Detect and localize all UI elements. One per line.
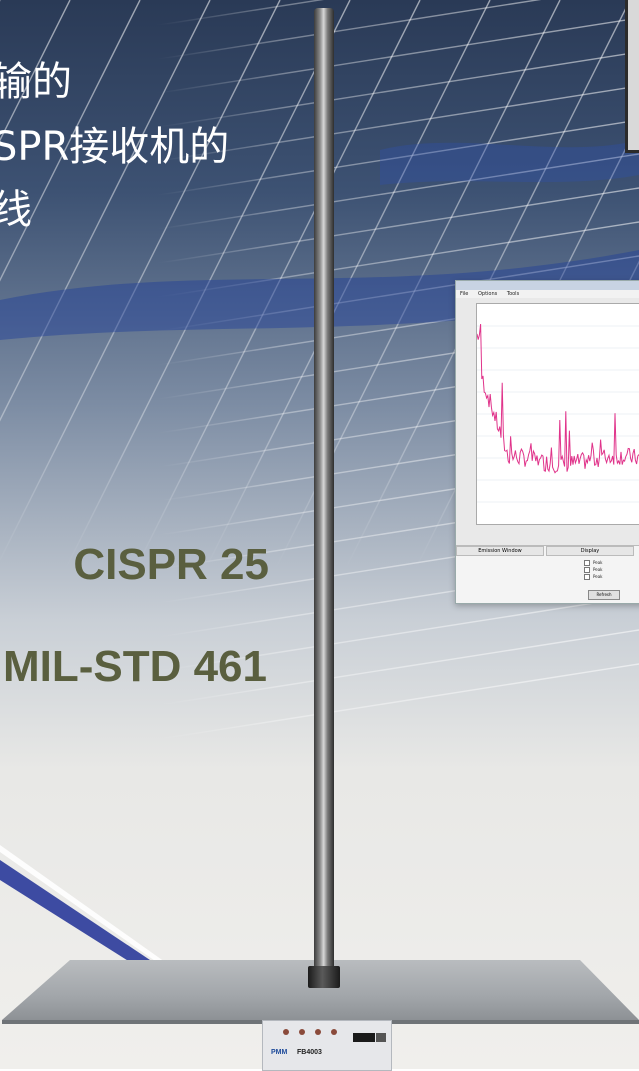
emission-trace	[476, 323, 639, 474]
tab-display[interactable]: Display	[546, 546, 634, 556]
spectrum-plot	[476, 303, 639, 525]
monitor-frame-edge	[625, 0, 639, 153]
antenna-base-unit: PMM FB4003	[262, 1020, 392, 1071]
led-indicator	[315, 1029, 321, 1035]
window-titlebar	[456, 281, 639, 290]
antenna-mount	[308, 966, 340, 988]
led-indicator	[331, 1029, 337, 1035]
rod-antenna	[314, 8, 334, 980]
refresh-button[interactable]: Refresh	[588, 590, 620, 600]
window-menubar: File Options Tools	[456, 290, 639, 298]
standard-mil-std-461: MIL-STD 461	[2, 642, 267, 691]
brand-logo: PMM	[271, 1049, 288, 1056]
menu-item-tools[interactable]: Tools	[506, 291, 520, 297]
headline-line-2: SPR接收机的	[0, 124, 230, 170]
menu-item-options[interactable]: Options	[477, 291, 498, 297]
standard-cispr-25: CISPR 25	[73, 540, 269, 589]
lcd-display	[353, 1033, 375, 1042]
control-panel: Emission Window Display Peak Peak Peak R…	[456, 545, 639, 603]
led-indicator	[299, 1029, 305, 1035]
model-label: FB4003	[297, 1049, 322, 1056]
checkbox-peak-3[interactable]: Peak	[584, 574, 603, 580]
headline-line-3: 线	[0, 187, 32, 233]
tab-emission-window[interactable]: Emission Window	[456, 546, 544, 556]
software-screenshot-window: File Options Tools Emission Window Displ…	[455, 280, 639, 604]
connector-port	[376, 1033, 386, 1042]
menu-item-file[interactable]: File	[460, 291, 469, 297]
headline-line-1: 输的	[0, 59, 72, 105]
led-indicator	[283, 1029, 289, 1035]
checkbox-peak-2[interactable]: Peak	[584, 567, 603, 573]
checkbox-peak-1[interactable]: Peak	[584, 560, 603, 566]
status-leds	[283, 1029, 337, 1035]
